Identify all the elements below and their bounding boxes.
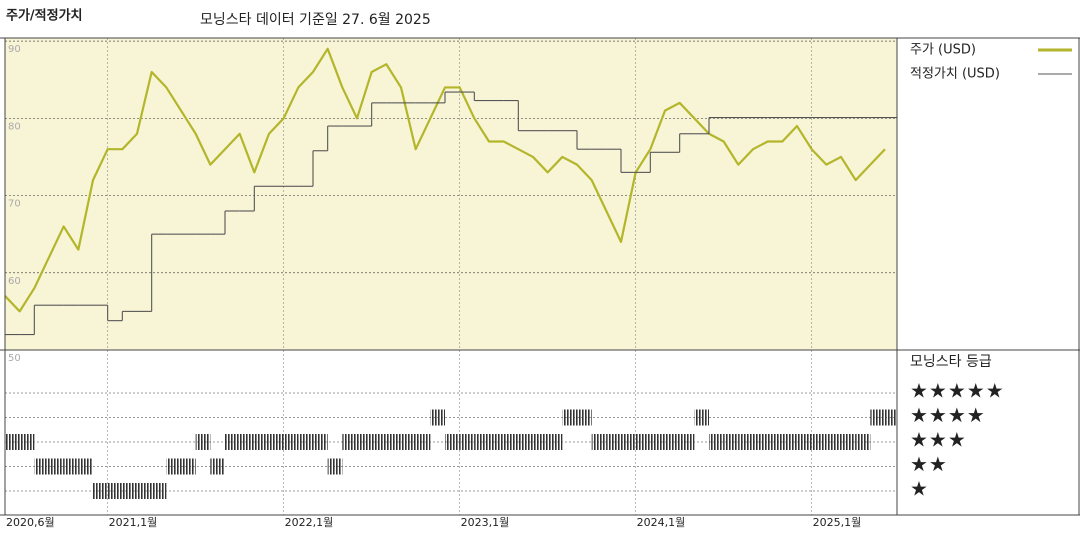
rating-bar <box>327 458 343 475</box>
rating-bar <box>34 458 49 475</box>
rating-bar <box>283 434 299 450</box>
rating-bar <box>885 409 897 426</box>
rating-bar <box>298 434 313 450</box>
y-tick-label: 90 <box>8 44 21 55</box>
rating-bar <box>855 434 871 450</box>
rating-bar <box>93 483 108 499</box>
rating-bar <box>547 434 563 450</box>
rating-bar <box>151 483 167 499</box>
rating-bar <box>533 434 548 450</box>
rating-bar <box>518 434 533 450</box>
price-line <box>4 47 886 313</box>
rating-bar <box>606 434 621 450</box>
rating-bar <box>415 434 431 450</box>
legend-label: 주가 (USD) <box>910 43 976 58</box>
rating-bar <box>445 434 460 450</box>
rating-bar <box>239 434 255 450</box>
rating-bar <box>181 458 196 475</box>
rating-bar <box>19 434 35 450</box>
rating-bar <box>459 434 475 450</box>
chart-title: 주가/적정가치 <box>6 8 83 24</box>
plot-background <box>5 38 897 350</box>
rating-bar <box>313 434 328 450</box>
rating-bar <box>577 409 592 426</box>
rating-label: ★★★★ <box>910 403 986 427</box>
x-tick-label: 2021,1월 <box>109 516 158 529</box>
rating-bar <box>107 483 123 499</box>
legend-label: 적정가치 (USD) <box>910 67 1000 82</box>
y-tick-label: 70 <box>8 199 21 210</box>
rating-bar <box>225 434 240 450</box>
chart-subtitle: 모닝스타 데이터 기준일 27. 6월 2025 <box>200 12 431 28</box>
rating-bar <box>371 434 387 450</box>
rating-bar <box>195 434 211 450</box>
rating-bar <box>562 409 577 426</box>
y-tick-label: 80 <box>8 121 21 132</box>
rating-bar <box>430 409 445 426</box>
rating-bar <box>694 409 709 426</box>
rating-label: ★★ <box>910 452 948 476</box>
rating-bar <box>474 434 489 450</box>
x-tick-label: 2024,1월 <box>637 516 686 529</box>
x-tick-label: 2022,1월 <box>285 516 334 529</box>
rating-bar <box>723 434 739 450</box>
rating-label: ★ <box>910 477 929 501</box>
rating-bar <box>166 458 181 475</box>
rating-bar <box>826 434 841 450</box>
rating-bar <box>679 434 695 450</box>
rating-bar <box>650 434 665 450</box>
rating-bar <box>386 434 401 450</box>
x-tick-label: 2025,1월 <box>813 516 862 529</box>
rating-bar <box>357 434 372 450</box>
rating-bar <box>738 434 753 450</box>
rating-bar <box>210 458 225 475</box>
rating-bar <box>78 458 93 475</box>
x-tick-label: 2023,1월 <box>461 516 510 529</box>
rating-bar <box>621 434 636 450</box>
rating-bar <box>665 434 680 450</box>
rating-bar <box>591 434 607 450</box>
rating-bar <box>254 434 269 450</box>
rating-bar <box>137 483 152 499</box>
rating-bar <box>635 434 651 450</box>
rating-bar <box>5 434 20 450</box>
x-tick-label: 2020,6월 <box>6 516 55 529</box>
y-tick-label: 50 <box>8 353 21 364</box>
rating-bar <box>782 434 797 450</box>
rating-bar <box>767 434 783 450</box>
frame <box>0 37 1080 516</box>
rating-bar <box>122 483 137 499</box>
rating-bar <box>841 434 856 450</box>
rating-bar <box>797 434 812 450</box>
rating-bar <box>63 458 79 475</box>
ratings-title: 모닝스타 등급 <box>910 354 992 370</box>
rating-label: ★★★★★ <box>910 379 1005 403</box>
rating-bar <box>811 434 827 450</box>
rating-bar <box>503 434 519 450</box>
rating-bar <box>49 458 64 475</box>
rating-bar <box>401 434 416 450</box>
rating-bar <box>269 434 284 450</box>
rating-bar <box>342 434 357 450</box>
rating-bar <box>489 434 504 450</box>
rating-bar <box>870 409 885 426</box>
rating-bar <box>709 434 724 450</box>
y-tick-label: 60 <box>8 276 21 287</box>
rating-bar <box>753 434 768 450</box>
rating-label: ★★★ <box>910 428 967 452</box>
